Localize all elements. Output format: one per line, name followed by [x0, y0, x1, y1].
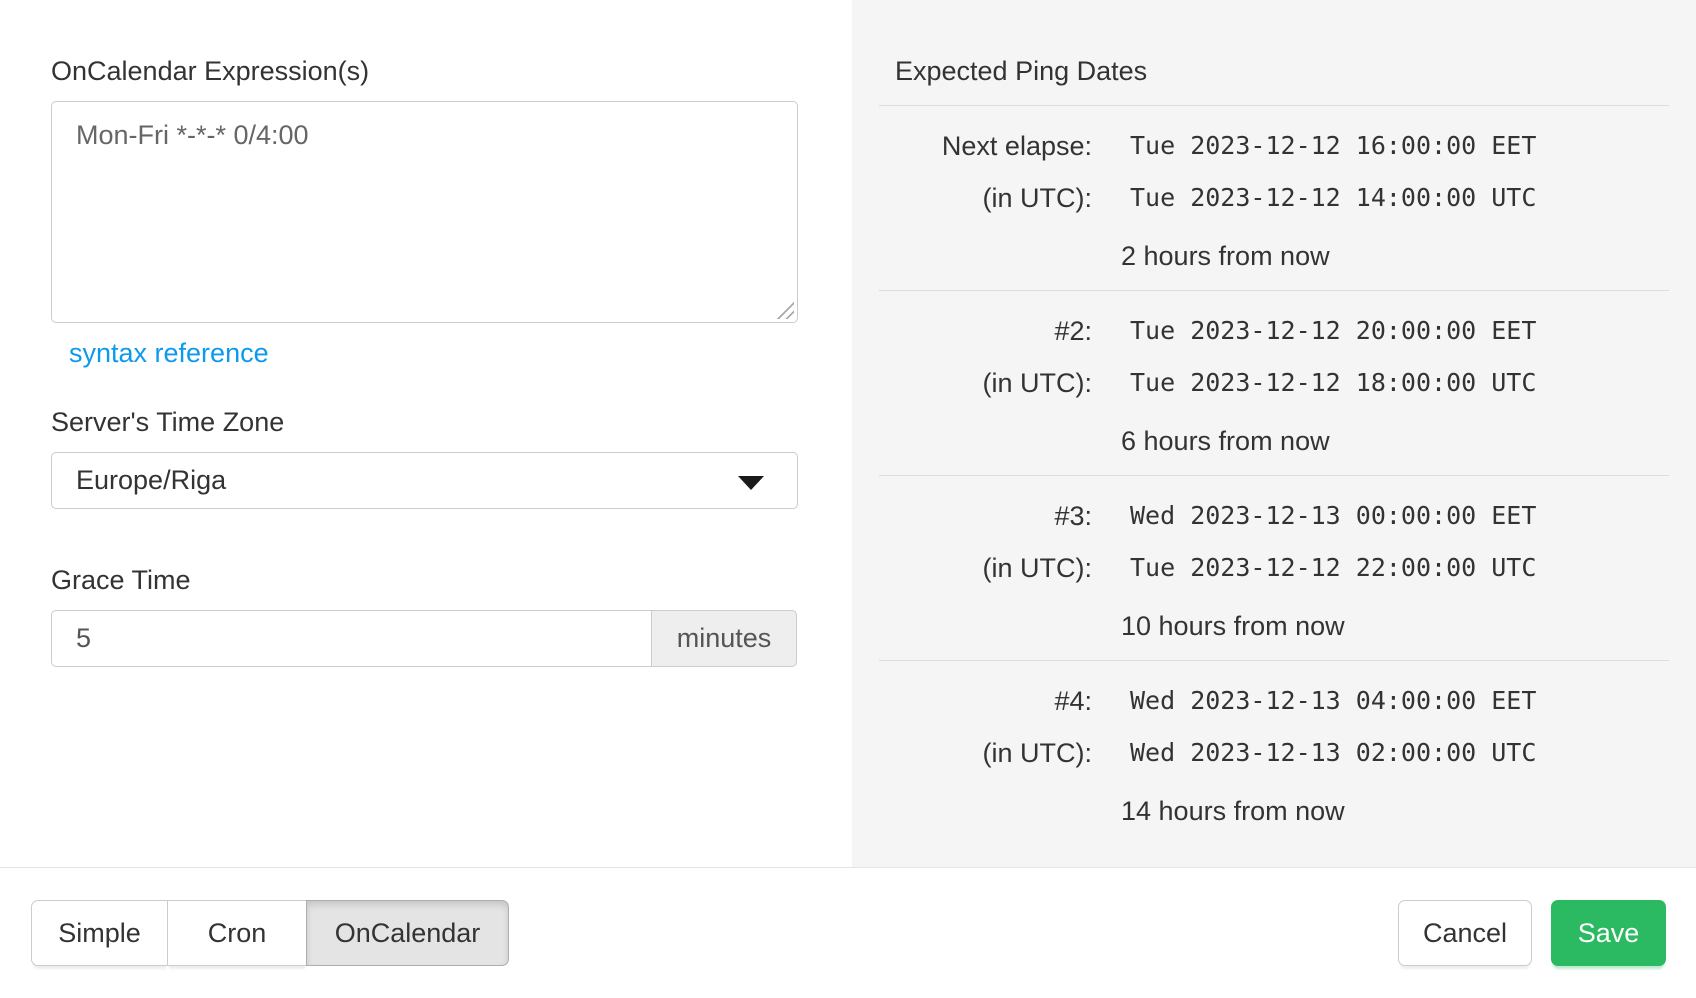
grace-time-group: minutes — [51, 610, 798, 667]
ping-row-label: #4: — [1054, 686, 1092, 716]
footer-actions: Cancel Save — [1398, 900, 1666, 966]
ping-datetime: Wed 2023-12-13 04:00:00 EET — [1130, 686, 1537, 715]
dialog-body: OnCalendar Expression(s) Mon-Fri *-*-* 0… — [0, 0, 1696, 867]
ping-utc-label: (in UTC): — [982, 553, 1093, 583]
ping-row: #4: Wed 2023-12-13 04:00:00 EET (in UTC)… — [879, 660, 1669, 845]
tab-cron[interactable]: Cron — [167, 900, 307, 966]
dialog-footer: Simple Cron OnCalendar Cancel Save — [0, 867, 1696, 998]
timezone-label: Server's Time Zone — [51, 407, 285, 437]
tab-oncalendar[interactable]: OnCalendar — [306, 900, 509, 966]
chevron-down-icon — [738, 476, 764, 490]
expected-ping-dates-title: Expected Ping Dates — [895, 56, 1148, 86]
grace-time-unit-addon: minutes — [651, 610, 797, 667]
ping-relative-time: 10 hours from now — [1121, 611, 1345, 641]
ping-row: #2: Tue 2023-12-12 20:00:00 EET (in UTC)… — [879, 290, 1669, 475]
ping-row-label: Next elapse: — [941, 131, 1092, 161]
grace-time-input[interactable] — [51, 610, 652, 667]
oncalendar-expression-textarea[interactable]: Mon-Fri *-*-* 0/4:00 — [51, 101, 798, 323]
save-button[interactable]: Save — [1551, 900, 1666, 966]
ping-utc-datetime: Wed 2023-12-13 02:00:00 UTC — [1130, 738, 1537, 767]
tab-simple[interactable]: Simple — [31, 900, 168, 966]
ping-row: Next elapse: Tue 2023-12-12 16:00:00 EET… — [879, 105, 1669, 290]
cancel-button[interactable]: Cancel — [1398, 900, 1532, 966]
expected-ping-dates-panel: Expected Ping Dates Next elapse: Tue 202… — [852, 0, 1696, 867]
ping-datetime: Wed 2023-12-13 00:00:00 EET — [1130, 501, 1537, 530]
timezone-select[interactable]: Europe/Riga — [51, 452, 798, 509]
oncalendar-expression-label: OnCalendar Expression(s) — [51, 56, 370, 86]
ping-datetime: Tue 2023-12-12 16:00:00 EET — [1130, 131, 1537, 160]
oncalendar-expression-wrap: Mon-Fri *-*-* 0/4:00 — [51, 101, 798, 323]
ping-utc-label: (in UTC): — [982, 738, 1093, 768]
ping-utc-label: (in UTC): — [982, 368, 1093, 398]
grace-time-label: Grace Time — [51, 565, 191, 595]
ping-utc-label: (in UTC): — [982, 183, 1093, 213]
ping-relative-time: 6 hours from now — [1121, 426, 1330, 456]
timezone-selected-value: Europe/Riga — [76, 465, 227, 495]
schedule-form-panel: OnCalendar Expression(s) Mon-Fri *-*-* 0… — [0, 0, 852, 867]
ping-relative-time: 2 hours from now — [1121, 241, 1330, 271]
ping-relative-time: 14 hours from now — [1121, 796, 1345, 826]
schedule-type-toggle: Simple Cron OnCalendar — [31, 900, 509, 966]
ping-utc-datetime: Tue 2023-12-12 14:00:00 UTC — [1130, 183, 1537, 212]
ping-utc-datetime: Tue 2023-12-12 18:00:00 UTC — [1130, 368, 1537, 397]
ping-row-label: #2: — [1054, 316, 1092, 346]
ping-row-label: #3: — [1054, 501, 1092, 531]
ping-utc-datetime: Tue 2023-12-12 22:00:00 UTC — [1130, 553, 1537, 582]
syntax-reference-link[interactable]: syntax reference — [69, 338, 269, 368]
ping-datetime: Tue 2023-12-12 20:00:00 EET — [1130, 316, 1537, 345]
ping-row: #3: Wed 2023-12-13 00:00:00 EET (in UTC)… — [879, 475, 1669, 660]
